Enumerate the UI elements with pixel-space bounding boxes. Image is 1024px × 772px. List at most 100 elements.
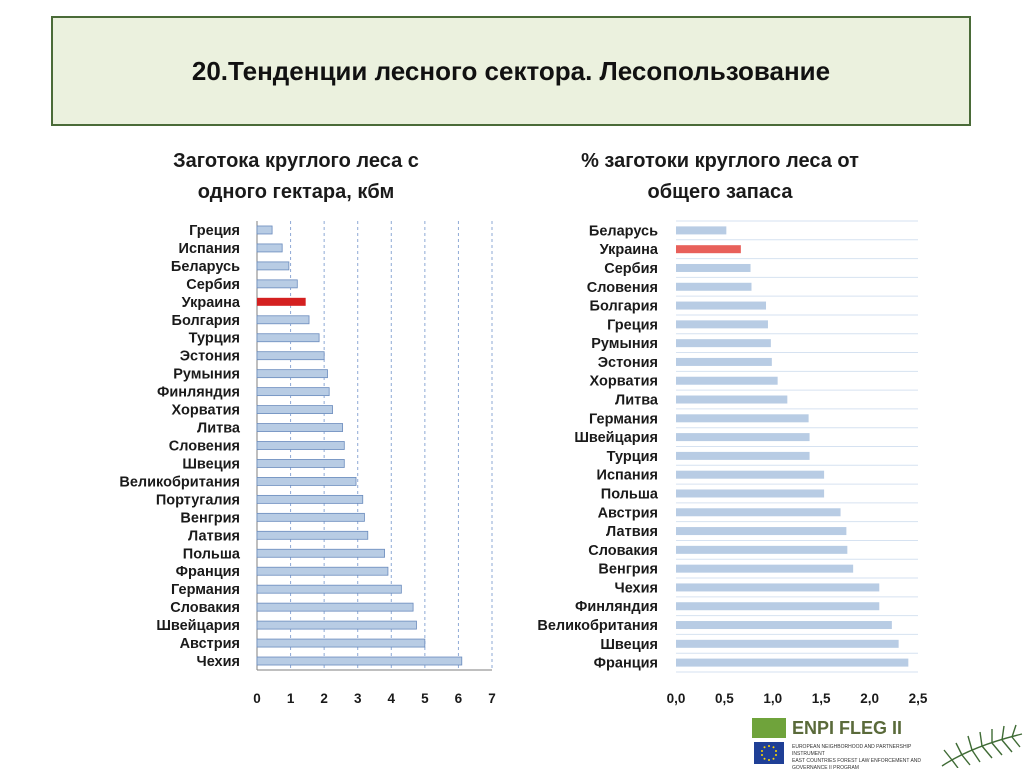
chart1-bar-польша <box>256 548 385 558</box>
chart2-bar-чехия <box>676 583 880 592</box>
chart2-category-label: Словакия <box>588 543 658 559</box>
chart1-category-label: Беларусь <box>171 259 240 275</box>
chart1-title: Заготока круглого леса с одного гектара,… <box>110 146 482 208</box>
chart1-category-label: Литва <box>197 421 241 437</box>
chart2-bar-словения <box>676 282 752 291</box>
chart2-category-label: Австрия <box>598 505 658 521</box>
chart2-bar-великобритания <box>676 621 892 630</box>
chart2-category-label: Словения <box>587 280 658 296</box>
chart1-bar-великобритания <box>256 477 357 486</box>
chart1-x-tick-label: 1 <box>287 691 295 706</box>
chart1-bar-греция <box>256 225 273 235</box>
chart2-category-label: Франция <box>594 656 658 672</box>
chart1-category-label: Сербия <box>186 277 240 293</box>
enpi-fleg-logo: ENPI FLEG II EUROPEAN NEIGHBORHOOD AND P… <box>752 716 1024 771</box>
chart1-category-label: Венгрия <box>180 510 240 526</box>
chart1-bar-чехия <box>256 656 463 666</box>
chart1-bar-беларусь <box>256 261 290 271</box>
chart1-category-label: Чехия <box>197 654 241 670</box>
chart2-bar-эстония <box>676 357 772 366</box>
chart2-bar-швейцария <box>676 433 810 442</box>
chart2-category-label: Швейцария <box>574 430 658 446</box>
chart2-bar-украина <box>676 245 741 254</box>
chart2-category-label: Хорватия <box>590 374 658 390</box>
chart2-bar-польша <box>676 489 825 498</box>
chart2-bar-греция <box>676 320 768 329</box>
chart2-x-tick-label: 2,5 <box>909 691 928 706</box>
chart2-category-label: Турция <box>607 449 658 465</box>
chart2-x-tick-label: 1,5 <box>812 691 831 706</box>
chart2-category-label: Сербия <box>604 261 658 277</box>
chart2-category-label: Греция <box>607 317 658 333</box>
chart2-title: % заготоки круглого леса от общего запас… <box>520 146 920 208</box>
chart1-category-label: Болгария <box>172 313 240 329</box>
chart1-category-label: Словения <box>169 439 240 455</box>
chart2-bar-германия <box>676 414 809 423</box>
chart1-category-label: Великобритания <box>119 474 240 490</box>
chart1-bar-португалия <box>256 494 364 504</box>
pine-branch-icon <box>941 724 1023 768</box>
chart1-bar-турция <box>256 333 320 343</box>
chart2-bar-венгрия <box>676 564 854 573</box>
chart1-category-label: Финляндия <box>157 385 240 401</box>
chart2-category-label: Швеция <box>600 637 658 653</box>
chart1-bar-эстония <box>256 351 325 361</box>
chart1-bar-словакия <box>256 602 414 612</box>
chart2-title-line2: общего запаса <box>647 181 793 203</box>
chart1-category-label: Австрия <box>180 636 240 652</box>
chart1-bar-швеция <box>256 459 345 468</box>
chart1-category-label: Украина <box>182 295 241 311</box>
chart2-category-label: Беларусь <box>589 223 658 239</box>
chart1-x-tick-label: 7 <box>488 691 496 706</box>
chart1-bar-франция <box>256 566 389 576</box>
chart2-category-label: Польша <box>601 486 659 502</box>
chart1-bar-хорватия <box>256 405 333 414</box>
chart1-category-label: Германия <box>171 582 240 598</box>
chart2-x-tick-label: 0,0 <box>667 691 686 706</box>
chart1-x-tick-label: 6 <box>455 691 463 706</box>
logo-subtitle-line2: EAST COUNTRIES FOREST LAW ENFORCEMENT AN… <box>792 758 921 771</box>
chart1-category-label: Франция <box>176 564 240 580</box>
chart1-bar-украина <box>257 297 306 306</box>
chart1-bar-финляндия <box>256 387 330 397</box>
chart1-category-label: Эстония <box>180 349 240 365</box>
slide-title: 20.Тенденции лесного сектора. Лесопользо… <box>191 55 831 86</box>
chart1-category-label: Швеция <box>182 456 240 472</box>
chart1-title-line2: одного гектара, кбм <box>197 181 395 203</box>
chart2-category-label: Эстония <box>598 355 658 371</box>
chart2-x-tick-label: 0,5 <box>715 691 734 706</box>
chart2-bar-австрия <box>676 508 841 517</box>
chart2-bar-испания <box>676 470 825 479</box>
eu-flag-icon <box>754 742 784 764</box>
chart1-bar-швейцария <box>256 620 417 630</box>
chart2-category-label: Румыния <box>591 336 658 352</box>
chart2-category-label: Испания <box>597 468 658 484</box>
chart1-title-line1: Заготока круглого леса с <box>173 150 419 172</box>
chart1-category-label: Турция <box>189 331 240 347</box>
chart1-bar-венгрия <box>256 512 365 522</box>
chart2-category-label: Болгария <box>590 299 658 315</box>
chart2-bar-литва <box>676 395 788 404</box>
chart2-bar-франция <box>676 658 909 667</box>
chart1-x-tick-label: 4 <box>388 691 396 706</box>
chart1-bar-румыния <box>256 369 328 379</box>
chart1-category-label: Португалия <box>156 492 240 508</box>
chart1-bar-австрия <box>256 638 426 648</box>
chart1-category-label: Польша <box>183 546 241 562</box>
chart1-category-label: Хорватия <box>172 403 240 419</box>
chart2-category-label: Германия <box>589 411 658 427</box>
chart2-bar-финляндия <box>676 602 880 611</box>
logo-green-block <box>752 718 786 738</box>
chart1-bar-германия <box>256 584 402 594</box>
chart1-bar-испания <box>256 243 283 253</box>
chart2-category-label: Литва <box>615 393 659 409</box>
chart2-category-label: Чехия <box>615 580 659 596</box>
chart2-category-label: Латвия <box>606 524 658 540</box>
slide-title-box: 20.Тенденции лесного сектора. Лесопользо… <box>51 16 971 126</box>
chart2-x-tick-label: 2,0 <box>860 691 879 706</box>
chart2-category-label: Великобритания <box>537 618 658 634</box>
chart2-category-label: Финляндия <box>575 599 658 615</box>
chart2-bar-словакия <box>676 545 848 554</box>
chart2-bar-румыния <box>676 339 771 348</box>
